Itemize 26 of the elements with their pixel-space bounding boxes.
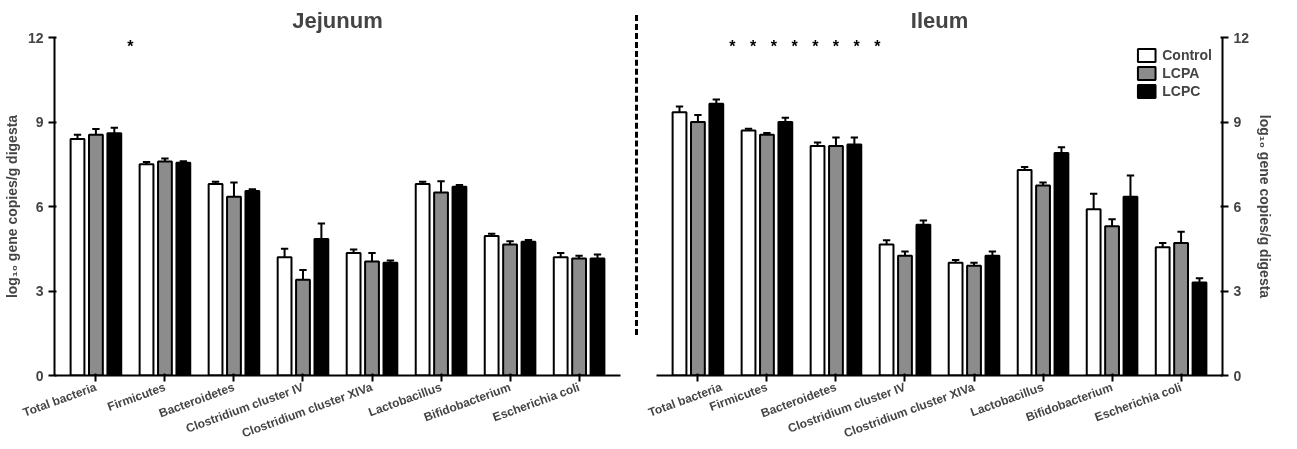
annotation: * [770,37,778,55]
annotation: * [874,37,882,55]
annotation: * [729,37,737,55]
y2-tick-label: 3 [1233,283,1242,299]
legend-label: LCPA [1162,65,1200,81]
y-tick-label: 6 [35,198,44,215]
legend-label: Control [1162,47,1212,63]
y-tick-label: 0 [35,367,44,384]
y2-tick-label: 9 [1233,114,1242,130]
annotation: * [791,37,799,55]
annotation: * [832,37,840,55]
y2-tick-label: 12 [1233,29,1250,46]
chart-title: Jejunum [292,7,383,33]
annotation: * [127,37,135,55]
legend-label: LCPC [1162,83,1201,99]
chart-title: Ileum [910,7,969,33]
annotation: * [812,37,820,55]
y2-tick-label: 0 [1233,367,1242,384]
y-tick-label: 12 [27,29,44,46]
y-tick-label: 3 [35,283,44,299]
annotation: * [853,37,861,55]
y-axis-title: log₁₀ gene copies/g digesta [3,114,20,299]
y2-axis-title: log₁₀ gene copies/g digesta [1257,114,1274,299]
y2-tick-label: 6 [1233,198,1242,215]
annotation: * [750,37,758,55]
y-tick-label: 9 [35,114,44,130]
